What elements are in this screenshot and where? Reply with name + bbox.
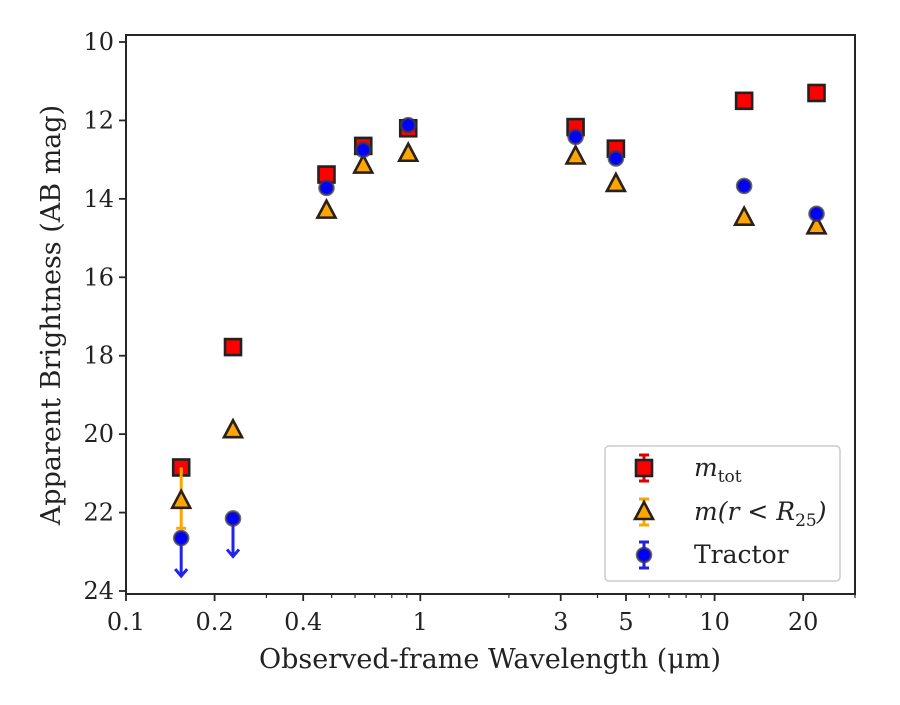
y-tick-label-7: 24 — [83, 577, 114, 605]
point-triangle-8 — [805, 213, 828, 235]
y-tick-label-4: 18 — [83, 342, 114, 370]
x-axis-title: Observed-frame Wavelength (μm) — [259, 644, 721, 675]
series-circle — [172, 116, 825, 579]
data-marks — [170, 83, 828, 579]
point-circle-2 — [318, 179, 335, 197]
point-circle-4 — [399, 116, 417, 134]
plot-frame — [125, 34, 856, 595]
point-circle-3 — [354, 141, 372, 159]
point-triangle-1 — [221, 417, 245, 439]
point-triangle-7 — [732, 204, 756, 226]
upper-limit-head-0 — [174, 568, 189, 579]
point-triangle-4 — [397, 140, 420, 163]
point-square-7 — [734, 91, 754, 111]
series-square — [171, 83, 826, 477]
y-tick-label-6: 22 — [83, 499, 114, 527]
point-circle-6 — [607, 150, 625, 167]
y-tick-label-0: 10 — [83, 28, 114, 56]
legend: mtot m(r < R25) Tractor — [604, 445, 841, 582]
upper-limit-head-1 — [225, 548, 241, 559]
point-square-1 — [223, 337, 243, 357]
legend-label-2: Tractor — [694, 540, 789, 569]
legend-label-1: m(r < R25) — [694, 497, 826, 531]
y-tick-label-5: 20 — [83, 420, 114, 448]
y-tick-label-3: 16 — [83, 263, 114, 291]
legend-frame — [604, 445, 841, 582]
legend-marker-0 — [634, 458, 654, 478]
point-circle-5 — [567, 128, 584, 146]
y-axis-title: Apparent Brightness (AB mag) — [36, 105, 67, 526]
x-tick-label-2: 0.4 — [284, 608, 322, 636]
x-tick-label-6: 10 — [699, 608, 730, 636]
x-tick-label-5: 5 — [618, 608, 633, 636]
y-tick-label-1: 12 — [83, 106, 114, 134]
x-tick-label-4: 3 — [553, 608, 568, 636]
legend-marker-1 — [632, 499, 656, 521]
point-triangle-6 — [604, 171, 628, 193]
point-square-8 — [807, 83, 826, 103]
point-circle-1 — [224, 510, 242, 527]
point-circle-8 — [808, 205, 825, 223]
point-triangle-2 — [315, 197, 338, 219]
legend-label-0: mtot — [694, 453, 742, 487]
point-triangle-3 — [352, 152, 375, 174]
point-circle-7 — [735, 177, 753, 195]
x-tick-label-3: 1 — [413, 608, 428, 636]
point-triangle-0 — [170, 488, 193, 510]
legend-marker-2 — [635, 546, 653, 564]
x-tick-label-7: 20 — [788, 608, 819, 636]
series-triangle — [170, 140, 828, 530]
axes: 0.1 0.2 0.4 1 3 5 10 20 10 12 14 16 18 20 22 24 — [83, 28, 856, 636]
y-tick-label-2: 14 — [83, 185, 114, 213]
point-circle-0 — [172, 529, 190, 547]
point-triangle-5 — [564, 143, 587, 165]
x-tick-label-1: 0.2 — [196, 608, 234, 636]
x-tick-label-0: 0.1 — [107, 608, 145, 636]
